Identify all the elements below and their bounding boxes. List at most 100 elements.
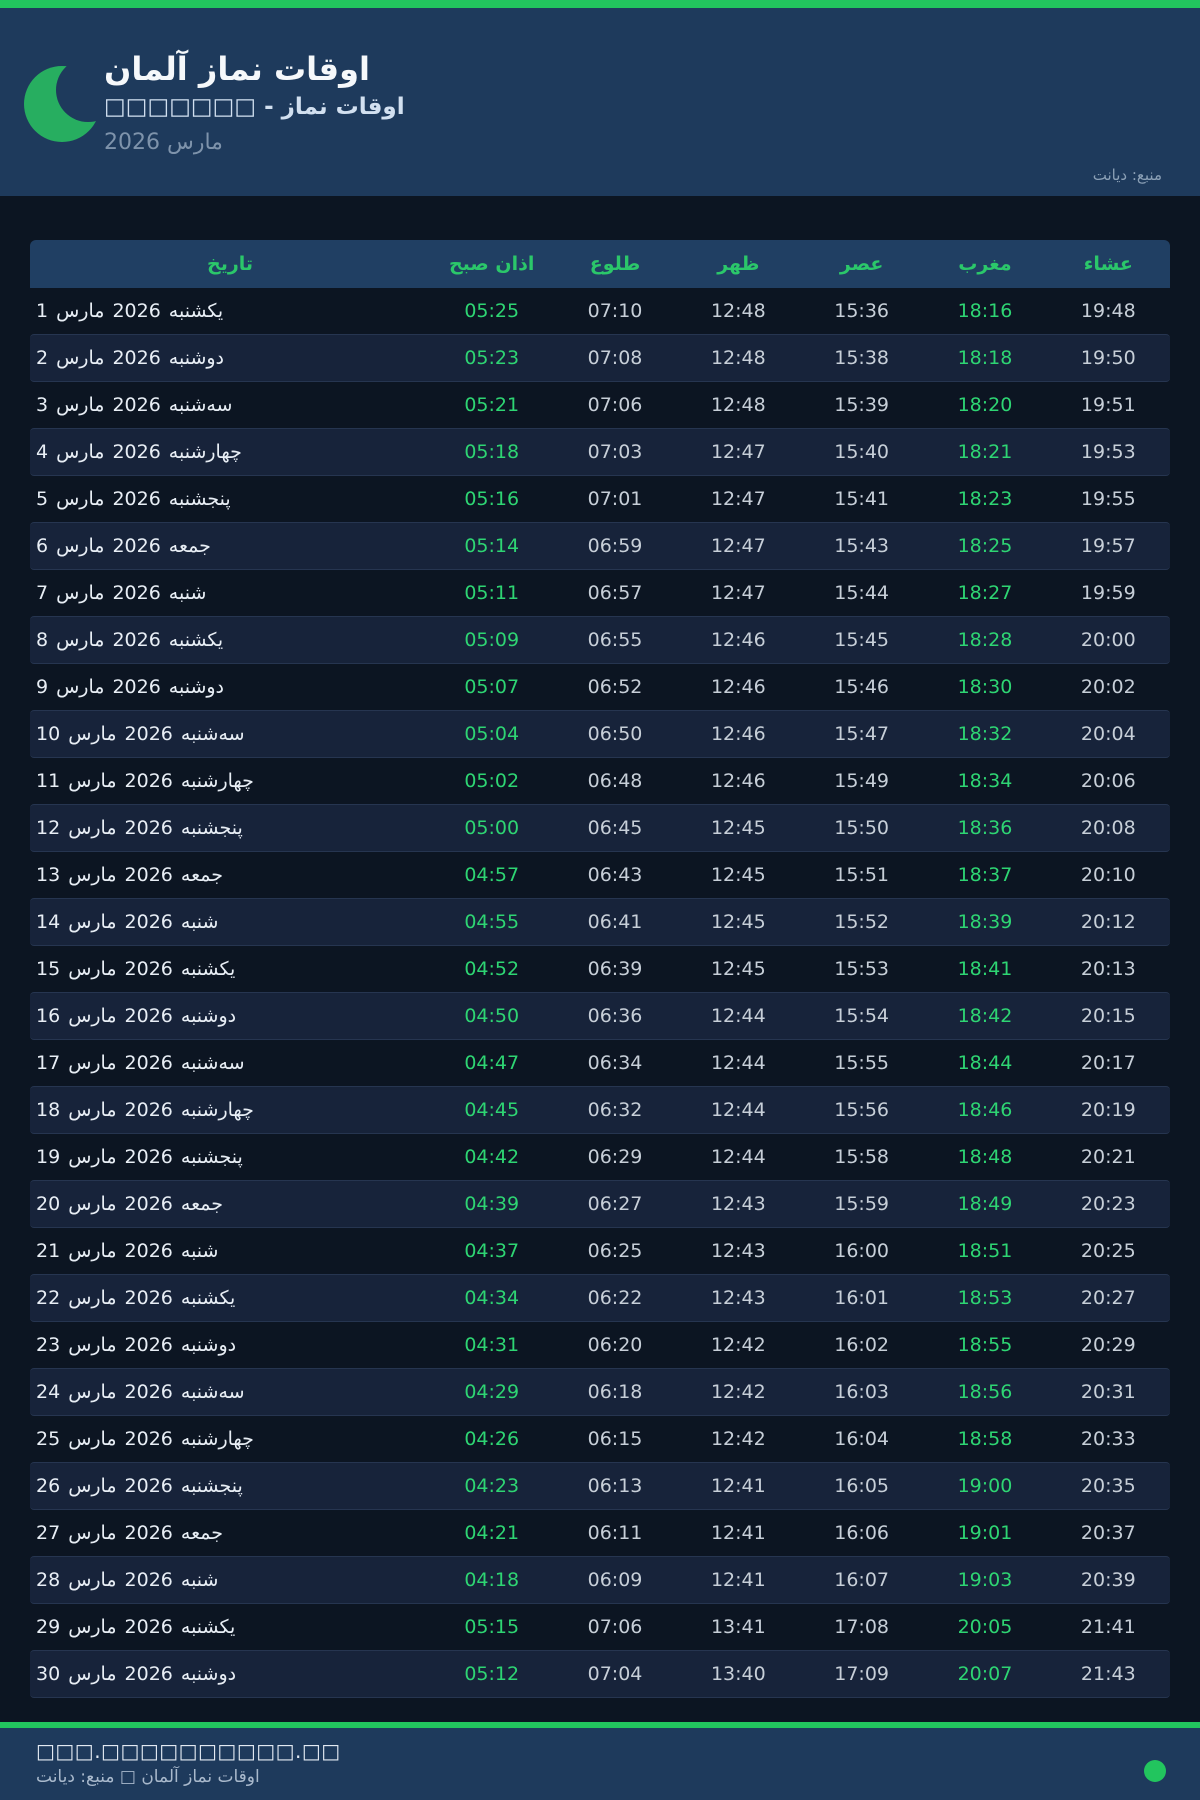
date-text: 14 مارس 2026 شنبه: [36, 911, 430, 933]
date-year: 2026: [124, 1663, 173, 1685]
cell-asr: 15:50: [799, 804, 924, 852]
cell-isha: 20:27: [1046, 1274, 1170, 1322]
date-day: 28: [36, 1569, 61, 1591]
table-row: 19 مارس 2026 پنجشنبه 04:42 06:29 12:44 15:58 18:…: [30, 1134, 1170, 1180]
cell-date: 26 مارس 2026 پنجشنبه: [30, 1462, 431, 1510]
cell-maghrib: 18:41: [957, 958, 1013, 980]
cell-isha: 20:33: [1080, 1428, 1136, 1450]
date-day: 27: [36, 1522, 61, 1544]
cell-sunrise: 07:06: [587, 394, 643, 416]
date-text: 21 مارس 2026 شنبه: [36, 1240, 430, 1262]
cell-dhuhr: 13:40: [676, 1650, 800, 1698]
cell-dhuhr: 12:45: [710, 864, 766, 886]
cell-sunrise: 06:43: [587, 864, 643, 886]
cell-dhuhr: 12:46: [710, 770, 766, 792]
cell-dhuhr: 13:41: [710, 1616, 766, 1638]
cell-isha: 20:19: [1046, 1086, 1170, 1134]
cell-date: 20 مارس 2026 جمعه: [30, 1180, 431, 1228]
table-row: 18 مارس 2026 چهارشنبه 04:45 06:32 12:44 15:56 18…: [30, 1086, 1170, 1134]
cell-sunrise: 06:45: [553, 804, 677, 852]
date-text: 25 مارس 2026 چهارشنبه: [36, 1428, 430, 1450]
cell-isha: 20:02: [1080, 676, 1136, 698]
cell-sunrise: 06:32: [553, 1086, 677, 1134]
date-weekday: سه‌شنبه: [180, 1381, 245, 1403]
cell-asr: 16:00: [834, 1240, 890, 1262]
date-month: مارس: [68, 1569, 117, 1591]
cell-maghrib: 18:25: [923, 522, 1047, 570]
date-month: مارس: [68, 1334, 117, 1356]
date-year: 2026: [112, 394, 161, 416]
cell-asr: 15:53: [834, 958, 890, 980]
cell-maghrib: 18:20: [957, 394, 1013, 416]
cell-date: 19 مارس 2026 پنجشنبه: [30, 1134, 430, 1180]
date-month: مارس: [68, 958, 117, 980]
date-month: مارس: [68, 1522, 117, 1544]
date-day: 17: [36, 1052, 61, 1074]
cell-asr: 16:01: [799, 1274, 924, 1322]
cell-fajr: 05:11: [464, 582, 520, 604]
cell-asr: 15:55: [834, 1052, 890, 1074]
cell-date: 17 مارس 2026 سه‌شنبه: [30, 1040, 430, 1086]
cell-sunrise: 06:11: [587, 1522, 643, 1544]
date-month: مارس: [56, 535, 105, 557]
cell-sunrise: 06:09: [553, 1556, 677, 1604]
cell-sunrise: 07:03: [553, 428, 677, 476]
date-weekday: چهارشنبه: [180, 1428, 254, 1450]
cell-asr: 16:04: [834, 1428, 890, 1450]
date-month: مارس: [56, 676, 105, 698]
date-year: 2026: [124, 723, 173, 745]
cell-maghrib: 18:42: [923, 992, 1047, 1040]
cell-dhuhr: 12:45: [710, 958, 766, 980]
date-text: 4 مارس 2026 چهارشنبه: [36, 441, 430, 463]
cell-isha: 20:31: [1046, 1368, 1170, 1416]
date-month: مارس: [68, 770, 117, 792]
cell-isha: 20:21: [1080, 1146, 1136, 1168]
table-row: 22 مارس 2026 یکشنبه 04:34 06:22 12:43 16:01 18:5…: [30, 1274, 1170, 1322]
date-weekday: دوشنبه: [180, 1663, 237, 1685]
cell-maghrib: 18:46: [923, 1086, 1047, 1134]
date-weekday: جمعه: [180, 864, 223, 886]
cell-sunrise: 06:52: [587, 676, 643, 698]
cell-sunrise: 06:48: [587, 770, 643, 792]
cell-sunrise: 07:10: [587, 300, 643, 322]
date-weekday: پنجشنبه: [180, 1475, 243, 1497]
date-weekday: دوشنبه: [168, 347, 225, 369]
cell-asr: 15:54: [799, 992, 924, 1040]
cell-date: 16 مارس 2026 دوشنبه: [30, 992, 431, 1040]
date-year: 2026: [124, 1240, 173, 1262]
cell-dhuhr: 12:47: [676, 428, 800, 476]
cell-dhuhr: 12:41: [676, 1556, 800, 1604]
date-day: 1: [36, 300, 49, 322]
cell-isha: 19:51: [1080, 394, 1136, 416]
column-header-isha: عشاء: [1046, 240, 1170, 288]
table-row: 3 مارس 2026 سه‌شنبه 05:21 07:06 12:48 15:39 18:2…: [30, 382, 1170, 428]
date-day: 11: [36, 770, 61, 792]
cell-maghrib: 18:30: [957, 676, 1013, 698]
cell-isha: 20:06: [1080, 770, 1136, 792]
cell-maghrib: 18:18: [923, 334, 1047, 382]
date-weekday: پنجشنبه: [168, 488, 231, 510]
date-day: 9: [36, 676, 49, 698]
cell-dhuhr: 12:47: [710, 488, 766, 510]
date-day: 23: [36, 1334, 61, 1356]
date-day: 26: [36, 1475, 61, 1497]
page-subtitle: اوقات نماز - □□□□□□□: [104, 94, 405, 121]
date-weekday: چهارشنبه: [168, 441, 242, 463]
cell-date: 7 مارس 2026 شنبه: [30, 570, 430, 616]
cell-dhuhr: 12:45: [676, 898, 800, 946]
cell-date: 8 مارس 2026 یکشنبه: [30, 616, 431, 664]
cell-maghrib: 18:34: [957, 770, 1013, 792]
table-row: 2 مارس 2026 دوشنبه 05:23 07:08 12:48 15:38 18:18…: [30, 334, 1170, 382]
cell-maghrib: 18:49: [923, 1180, 1047, 1228]
date-day: 6: [36, 535, 49, 557]
cell-fajr: 05:16: [464, 488, 520, 510]
cell-asr: 16:06: [834, 1522, 890, 1544]
cell-date: 12 مارس 2026 پنجشنبه: [30, 804, 431, 852]
cell-sunrise: 06:18: [553, 1368, 677, 1416]
cell-fajr: 04:21: [464, 1522, 520, 1544]
date-text: 29 مارس 2026 یکشنبه: [36, 1616, 430, 1638]
cell-dhuhr: 12:48: [710, 394, 766, 416]
date-year: 2026: [124, 1475, 173, 1497]
date-month: مارس: [56, 488, 105, 510]
date-year: 2026: [124, 1005, 173, 1027]
